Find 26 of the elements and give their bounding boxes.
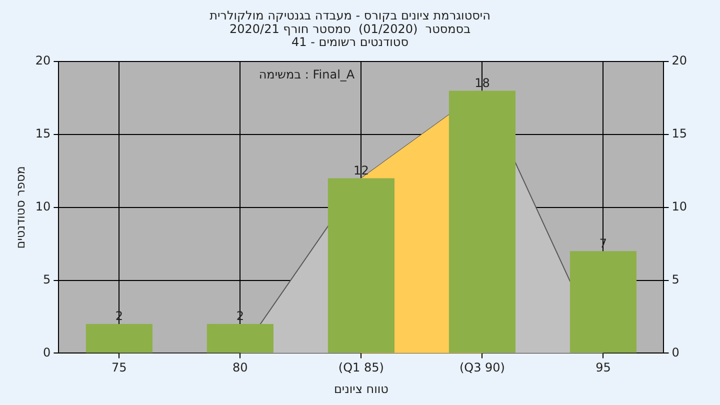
y2-tick-label: 20 (672, 54, 688, 68)
y2-tick-label: 15 (672, 126, 688, 141)
bar (86, 324, 152, 353)
x-tick-label: (Q1 85) (338, 360, 384, 375)
bar (570, 251, 637, 353)
x-tick-label: 80 (232, 360, 248, 375)
x-axis-title: טווח ציונים (334, 382, 389, 396)
y2-tick-label: 10 (672, 200, 688, 214)
bar (206, 324, 274, 353)
text: היסטוגרמת ציונים בקורס - מעבדה בגנטיקה מולקולרית (210, 8, 490, 23)
y2-tick-label: 0 (672, 345, 680, 360)
y-tick-label: 10 (35, 200, 51, 214)
y-axis-title: מספר סטודנטים (13, 166, 28, 249)
y-tick-label: 20 (35, 54, 51, 68)
text: בסמסטר (01/2020) סמסטר חורף 2020/21 (229, 22, 471, 36)
y2-tick-label: 5 (672, 272, 680, 286)
text: סטודנטים רשומים - 41 (291, 35, 409, 50)
bar (448, 90, 516, 353)
x-tick-label: 75 (112, 360, 127, 375)
bar (328, 178, 394, 353)
y-tick-label: 15 (35, 126, 51, 141)
x-tick-label: 95 (596, 360, 611, 375)
y-tick-label: 5 (43, 272, 51, 286)
annotation: במשימה : Final_A (258, 68, 356, 82)
y-tick-label: 0 (43, 345, 51, 360)
x-tick-label: (Q3 90) (459, 360, 505, 375)
